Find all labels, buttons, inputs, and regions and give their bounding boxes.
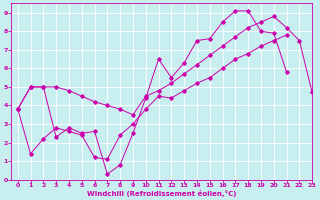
X-axis label: Windchill (Refroidissement éolien,°C): Windchill (Refroidissement éolien,°C) [87,190,236,197]
